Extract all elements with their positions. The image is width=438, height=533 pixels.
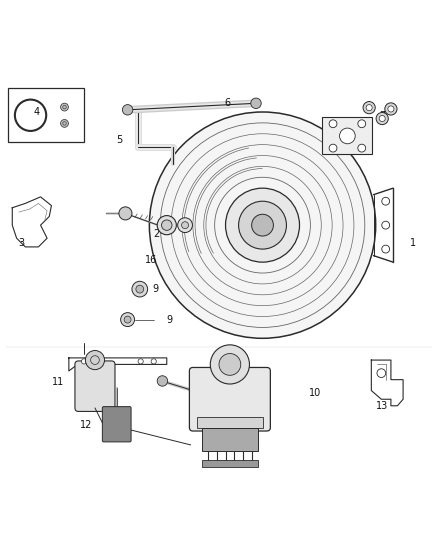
Circle shape: [119, 207, 132, 220]
Bar: [201, 427, 258, 451]
Circle shape: [81, 359, 87, 364]
Circle shape: [388, 106, 394, 112]
Circle shape: [136, 285, 144, 293]
Text: 7: 7: [379, 111, 385, 122]
Circle shape: [182, 222, 188, 229]
Circle shape: [138, 359, 143, 364]
Circle shape: [382, 221, 390, 229]
Circle shape: [122, 104, 133, 115]
Circle shape: [382, 197, 390, 205]
Bar: [197, 417, 262, 427]
Circle shape: [379, 116, 385, 122]
Text: 3: 3: [18, 238, 24, 247]
Text: 12: 12: [80, 421, 92, 430]
Text: 4: 4: [33, 107, 39, 117]
Bar: [8, 88, 84, 142]
Circle shape: [60, 119, 68, 127]
Text: 11: 11: [52, 377, 64, 387]
Circle shape: [178, 218, 192, 232]
Text: 2: 2: [153, 229, 159, 239]
Circle shape: [95, 359, 100, 364]
Circle shape: [251, 98, 261, 109]
Circle shape: [385, 103, 397, 115]
Circle shape: [382, 245, 390, 253]
Text: 8: 8: [333, 133, 339, 143]
Circle shape: [219, 353, 241, 375]
Circle shape: [157, 376, 168, 386]
Text: 9: 9: [166, 314, 172, 325]
Circle shape: [252, 214, 273, 236]
Circle shape: [358, 144, 366, 152]
Circle shape: [132, 281, 148, 297]
Circle shape: [363, 102, 375, 114]
Circle shape: [377, 369, 386, 377]
Circle shape: [162, 220, 172, 230]
Circle shape: [226, 188, 300, 262]
FancyBboxPatch shape: [189, 367, 270, 431]
Circle shape: [151, 359, 156, 364]
Circle shape: [376, 112, 389, 125]
Text: 9: 9: [153, 284, 159, 294]
Bar: [322, 117, 372, 155]
Text: 10: 10: [309, 387, 321, 398]
Circle shape: [339, 128, 355, 144]
Text: 13: 13: [376, 401, 389, 411]
Bar: [201, 460, 258, 467]
Text: 16: 16: [145, 255, 158, 265]
Circle shape: [329, 120, 337, 128]
Circle shape: [85, 351, 105, 370]
Circle shape: [120, 313, 134, 327]
Circle shape: [60, 103, 68, 111]
FancyBboxPatch shape: [75, 361, 115, 411]
Text: 6: 6: [225, 98, 231, 108]
Text: 5: 5: [116, 135, 122, 146]
Circle shape: [329, 144, 337, 152]
Circle shape: [366, 104, 372, 111]
Circle shape: [210, 345, 250, 384]
FancyBboxPatch shape: [102, 407, 131, 442]
Circle shape: [157, 215, 177, 235]
Circle shape: [124, 316, 131, 323]
Circle shape: [358, 120, 366, 128]
Circle shape: [239, 201, 286, 249]
Text: 1: 1: [410, 238, 416, 247]
Circle shape: [149, 112, 376, 338]
